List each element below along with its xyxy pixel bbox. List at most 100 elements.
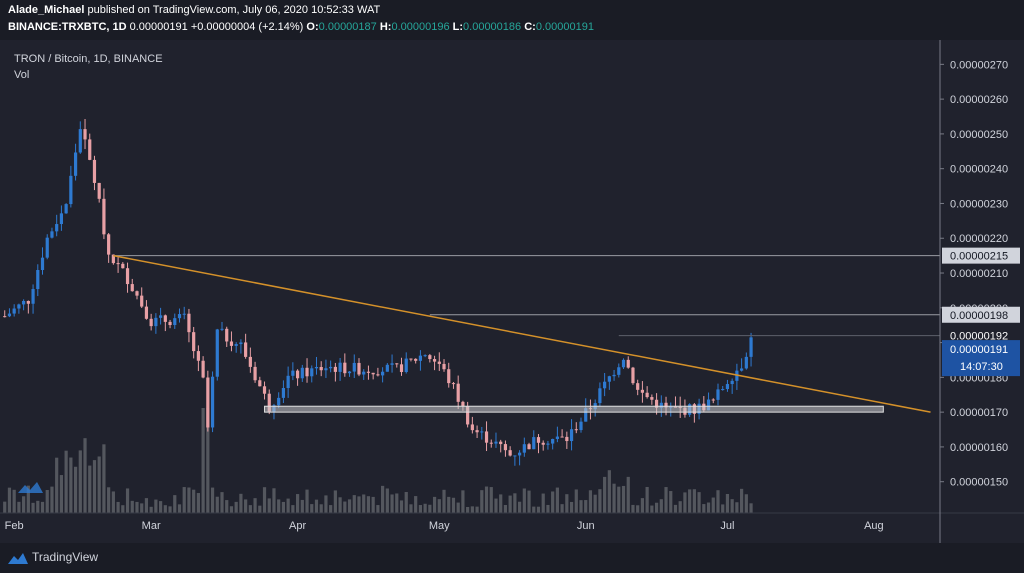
candle-body (102, 198, 106, 235)
price-axis[interactable]: 0.00000270 0.00000260 0.00000250 0.00000240… (939, 40, 1020, 543)
volume-bar (673, 504, 678, 513)
candle-body (192, 332, 196, 352)
volume-bar (234, 501, 238, 513)
candle-body (442, 363, 446, 370)
time-tick-label: Jul (720, 520, 734, 532)
volume-bar (225, 500, 229, 513)
volume-bar (69, 457, 73, 513)
candle-body (480, 431, 484, 433)
volume-bar (579, 500, 583, 513)
candle-body (173, 318, 177, 326)
candle-body (135, 291, 139, 296)
time-tick-label: Feb (5, 520, 24, 532)
candle-body (503, 444, 508, 451)
candle-body (541, 442, 545, 445)
volume-bar (480, 490, 484, 513)
volume-bar (366, 496, 371, 513)
candle-body (466, 406, 470, 425)
level-198-tag-bg (942, 306, 1020, 323)
candle-body (163, 315, 167, 322)
volume-bar (536, 506, 541, 513)
candle-body (253, 366, 257, 381)
volume-bar (135, 501, 139, 513)
candle-body (447, 369, 451, 384)
volume-bar (489, 487, 493, 513)
volume-bar (432, 496, 437, 513)
candle-body (116, 263, 120, 265)
candle-body (569, 429, 574, 442)
close-label: C: (524, 21, 536, 33)
level-215-tag-bg (942, 247, 1020, 264)
time-axis[interactable]: Feb Mar Apr May Jun Jul Aug (0, 512, 1024, 532)
volume-bar (730, 499, 734, 513)
volume-bar (621, 485, 626, 513)
volume-bar (73, 466, 78, 513)
volume-bar (267, 498, 271, 513)
support-zone[interactable] (264, 405, 884, 413)
volume-bar (659, 499, 663, 513)
volume-bar (466, 506, 470, 513)
volume-bar (258, 505, 262, 513)
volume-bar (603, 476, 607, 513)
candle-body (551, 438, 555, 444)
volume-bar (645, 486, 649, 513)
candle-body (527, 444, 531, 450)
author-name[interactable]: Alade_Michael (8, 4, 85, 16)
candle-body (659, 402, 663, 408)
volume-bar (333, 490, 337, 513)
volume-bar (182, 487, 186, 513)
candle-body (40, 257, 45, 271)
volume-bar (499, 494, 503, 513)
volume-bar (45, 489, 49, 513)
candle-body (357, 362, 361, 375)
candle-body (281, 388, 286, 398)
candle-body (371, 372, 375, 375)
volume-bar (177, 504, 182, 513)
candle-body (456, 383, 460, 402)
candle-body (574, 429, 578, 431)
candle-body (329, 366, 333, 369)
volume-bar (513, 493, 517, 513)
candle-body (352, 362, 356, 372)
volume-bar (503, 504, 508, 513)
candle-body (475, 430, 479, 433)
tradingview-brand[interactable]: TradingView (32, 550, 99, 564)
volume-bar (692, 489, 696, 513)
volume-bar (409, 504, 413, 513)
volume-bar (59, 475, 64, 513)
price-chart[interactable]: Feb Mar Apr May Jun Jul Aug 0.000002700.000002… (0, 40, 1024, 543)
volume-bar (598, 489, 602, 513)
volume-bar (300, 499, 304, 513)
candle-body (26, 300, 30, 304)
candle-body (168, 321, 172, 326)
candle-body (36, 270, 40, 290)
price-tick-label: 0.00000250 (950, 129, 1008, 141)
candle-body (418, 355, 423, 361)
candle-body (319, 366, 323, 371)
volume-bar (3, 501, 7, 513)
volume-bar (291, 505, 295, 513)
candle-body (244, 342, 248, 357)
price-tick-label: 0.00000270 (950, 59, 1008, 71)
candle-body (234, 344, 238, 346)
candle-body (277, 397, 281, 406)
volume-bar (617, 486, 621, 513)
volume-bar (22, 496, 26, 513)
volume-bar (338, 497, 342, 513)
volume-bar (447, 496, 451, 513)
candle-body (409, 358, 413, 360)
volume-bar (418, 505, 423, 513)
volume-bar (277, 499, 281, 513)
candle-body (300, 367, 304, 379)
candle-body (229, 341, 234, 346)
volume-bar (669, 491, 673, 513)
current-price-tag-bg (942, 340, 1020, 377)
volume-bar (295, 494, 300, 513)
candle-body (107, 234, 111, 255)
descending-trendline[interactable] (113, 254, 931, 413)
candle-body (484, 431, 489, 443)
volume-bar (508, 495, 512, 513)
candle-body (83, 129, 87, 140)
candle-body (517, 452, 522, 456)
volume-bar (414, 496, 418, 513)
